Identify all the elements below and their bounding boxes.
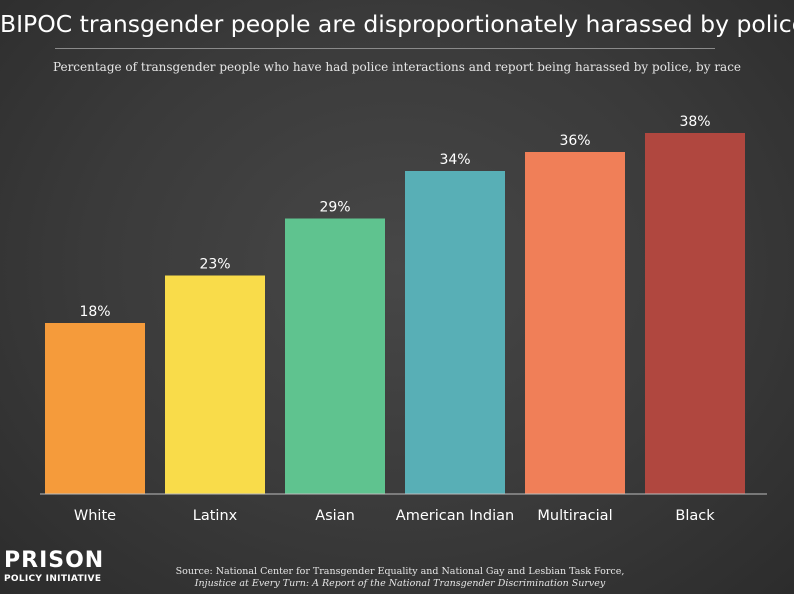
- bars-group: [45, 133, 745, 494]
- bar-american-indian: [405, 171, 505, 494]
- logo-bottom-text: POLICY INITIATIVE: [4, 574, 102, 584]
- logo-top-text: PRISON: [4, 548, 105, 573]
- source-line-2: Injustice at Every Turn: A Report of the…: [194, 578, 606, 589]
- category-label-latinx: Latinx: [193, 508, 238, 524]
- category-labels-group: White Latinx Asian American Indian Multiraci…: [74, 508, 715, 524]
- bar-black: [645, 133, 745, 494]
- chart-title: BIPOC transgender people are disproporti…: [0, 10, 794, 38]
- value-label-asian: 29%: [319, 200, 350, 216]
- source-line-1: Source: National Center for Transgender …: [175, 566, 625, 577]
- bar-multiracial: [525, 152, 625, 494]
- prison-policy-initiative-logo: PRISON POLICY INITIATIVE: [4, 550, 104, 585]
- source-note: Source: National Center for Transgender …: [120, 566, 680, 590]
- chart-subtitle: Percentage of transgender people who hav…: [52, 60, 742, 74]
- value-label-latinx: 23%: [199, 257, 230, 273]
- category-label-multiracial: Multiracial: [537, 508, 612, 524]
- category-label-american-indian: American Indian: [396, 508, 514, 524]
- category-label-black: Black: [675, 508, 715, 524]
- category-label-white: White: [74, 508, 116, 524]
- title-divider: [55, 48, 715, 49]
- value-label-american-indian: 34%: [439, 152, 470, 168]
- bar-white: [45, 323, 145, 494]
- value-labels-group: 18% 23% 29% 34% 36% 38%: [79, 114, 710, 320]
- bar-latinx: [165, 275, 265, 494]
- value-label-multiracial: 36%: [559, 133, 590, 149]
- value-label-white: 18%: [79, 304, 110, 320]
- category-label-asian: Asian: [315, 508, 355, 524]
- value-label-black: 38%: [679, 114, 710, 130]
- bar-asian: [285, 218, 385, 494]
